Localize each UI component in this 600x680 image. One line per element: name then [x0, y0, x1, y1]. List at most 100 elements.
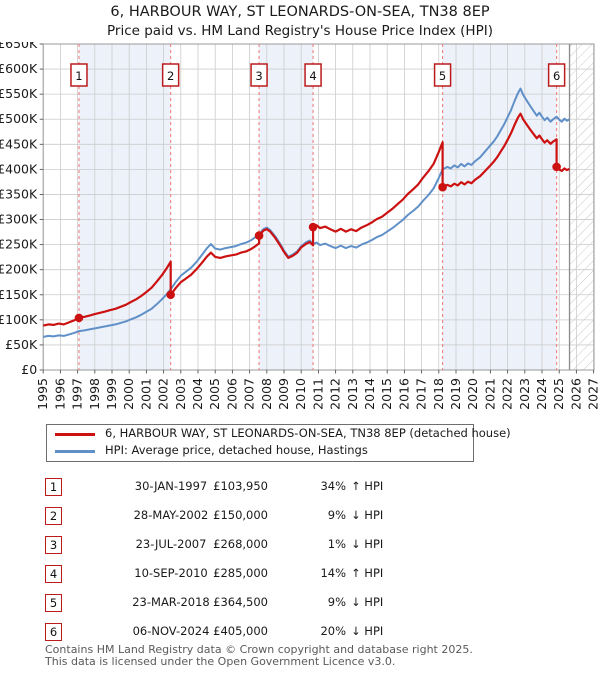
sale-marker-box: [70, 63, 88, 87]
sale-marker-number: 2: [167, 69, 174, 83]
sale-number-badge: 6: [45, 623, 62, 641]
x-axis-label: 2004: [190, 378, 205, 410]
sale-point-dot: [254, 231, 264, 240]
sale-price: £405,000: [213, 624, 268, 638]
x-axis-label: 2008: [259, 378, 274, 410]
x-axis-label: 2012: [328, 378, 343, 410]
x-axis-label: 1997: [70, 378, 85, 410]
sale-marker-box: [161, 63, 180, 87]
x-axis-label: 2016: [396, 378, 411, 410]
y-axis-label: £400K: [0, 161, 38, 176]
sale-date: 10-SEP-2010: [134, 566, 208, 580]
legend-item-label: 6, HARBOUR WAY, ST LEONARDS-ON-SEA, TN38…: [105, 426, 511, 440]
sale-date: 06-NOV-2024: [132, 624, 210, 638]
chart-legend: 6, HARBOUR WAY, ST LEONARDS-ON-SEA, TN38…: [46, 424, 511, 462]
x-axis-label: 2009: [276, 378, 291, 410]
ownership-band: [442, 44, 557, 370]
table-row: 6 06-NOV-2024 £405,000 20% ↓ HPI: [0, 619, 600, 648]
x-axis-label: 2007: [242, 378, 257, 410]
sale-price: £268,000: [213, 537, 268, 551]
sale-pct-vs-hpi: 9%: [327, 508, 346, 522]
sale-pct-direction: ↓ HPI: [351, 537, 384, 551]
x-axis-label: 2027: [586, 378, 600, 410]
sale-price: £285,000: [213, 566, 268, 580]
sale-number-badge: 2: [45, 507, 62, 525]
sale-pct-vs-hpi: 14%: [320, 566, 346, 580]
x-axis-label: 1999: [104, 378, 119, 410]
sale-marker-box: [547, 63, 566, 87]
sale-pct-vs-hpi: 9%: [327, 595, 346, 609]
chart-title: 6, HARBOUR WAY, ST LEONARDS-ON-SEA, TN38…: [110, 4, 490, 20]
sale-pct-vs-hpi: 34%: [320, 479, 346, 493]
x-axis-label: 2011: [310, 378, 325, 410]
y-axis-label: £50K: [5, 337, 38, 352]
y-axis-label: £550K: [0, 86, 38, 101]
chart-subtitle: Price paid vs. HM Land Registry's House …: [107, 23, 493, 39]
sale-price: £150,000: [213, 508, 268, 522]
sale-marker-number: 1: [75, 69, 82, 83]
sale-pct-direction: ↑ HPI: [351, 479, 384, 493]
sale-pct-direction: ↓ HPI: [351, 624, 384, 638]
price-chart: 1 2 3 4 5 6 £0 £50K £100K £150K £200K £250K £300K £35…: [0, 42, 600, 410]
sale-date: 23-JUL-2007: [135, 537, 207, 551]
sale-pct-direction: ↓ HPI: [351, 508, 384, 522]
x-axis-label: 1996: [52, 378, 67, 410]
table-row: 4 10-SEP-2010 £285,000 14% ↑ HPI: [0, 561, 600, 590]
legend-item-label: HPI: Average price, detached house, Hast…: [105, 443, 368, 457]
footer-line-1: Contains HM Land Registry data © Crown c…: [45, 643, 473, 656]
sale-pct-direction: ↑ HPI: [351, 566, 384, 580]
footer-license: Contains HM Land Registry data © Crown c…: [45, 644, 473, 667]
table-row: 1 30-JAN-1997 £103,950 34% ↑ HPI: [0, 474, 600, 503]
y-axis-label: £250K: [0, 237, 38, 252]
y-axis-label: £650K: [0, 42, 38, 51]
y-axis-label: £450K: [0, 136, 38, 151]
sale-pct-vs-hpi: 20%: [320, 624, 346, 638]
sale-marker-box: [304, 63, 322, 87]
sale-number-badge: 1: [45, 478, 62, 496]
x-axis-label: 2021: [482, 378, 497, 410]
y-axis-label: £100K: [0, 312, 38, 327]
sale-price: £103,950: [213, 479, 268, 493]
x-axis-label: 2024: [534, 378, 549, 410]
y-axis-label: £500K: [0, 111, 38, 126]
footer-line-2: This data is licensed under the Open Gov…: [45, 654, 396, 668]
x-axis-label: 2002: [156, 378, 171, 410]
y-axis-label: £150K: [0, 287, 38, 302]
x-axis-label: 2026: [568, 378, 583, 410]
y-axis-label: £350K: [0, 186, 38, 201]
sale-point-dot: [552, 162, 561, 172]
x-axis-label: 2000: [121, 378, 136, 410]
ownership-band: [78, 44, 171, 370]
sale-price: £364,500: [213, 595, 268, 609]
sale-marker-number: 6: [553, 69, 560, 83]
property-line: [42, 112, 570, 327]
sale-marker-box: [250, 63, 268, 87]
sale-date: 23-MAR-2018: [132, 595, 210, 609]
legend-item-hpi: HPI: Average price, detached house, Hast…: [47, 442, 473, 459]
x-axis-label: 2020: [465, 378, 480, 410]
sale-marker-number: 4: [309, 69, 316, 83]
hpi-line-swatch: [55, 450, 95, 453]
future-hatch-area: [569, 44, 594, 370]
x-axis-label: 2013: [345, 378, 360, 410]
sale-number-badge: 3: [45, 536, 62, 554]
x-axis-label: 2014: [362, 378, 377, 410]
sale-pct-vs-hpi: 1%: [327, 537, 346, 551]
sale-number-badge: 4: [45, 565, 62, 583]
property-line-swatch: [55, 433, 95, 436]
sale-pct-direction: ↓ HPI: [351, 595, 384, 609]
y-axis-label: £200K: [0, 262, 38, 277]
ownership-band: [259, 44, 314, 370]
x-axis-label: 2017: [414, 378, 429, 410]
sale-marker-number: 3: [255, 69, 262, 83]
x-axis-label: 2022: [500, 378, 515, 410]
sale-date: 28-MAY-2002: [133, 508, 209, 522]
x-axis-label: 2005: [207, 378, 222, 410]
x-axis-label: 2003: [173, 378, 188, 410]
sale-marker-number: 5: [439, 69, 446, 83]
sale-point-dot: [438, 182, 447, 192]
sale-marker-box: [433, 63, 452, 87]
sale-number-badge: 5: [45, 594, 62, 612]
x-axis-label: 2015: [379, 378, 394, 410]
table-row: 3 23-JUL-2007 £268,000 1% ↓ HPI: [0, 532, 600, 561]
